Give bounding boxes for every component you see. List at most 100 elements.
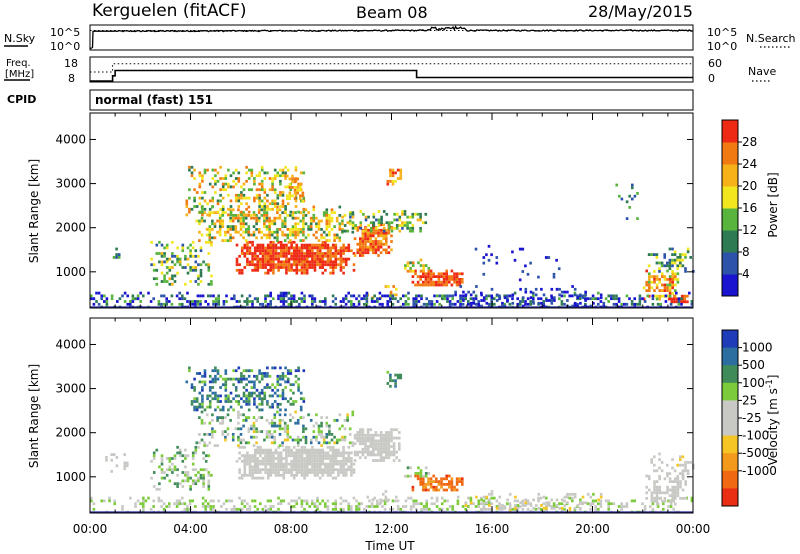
scatter-cell xyxy=(237,208,240,212)
scatter-cell xyxy=(203,191,207,194)
scatter-cell xyxy=(669,502,673,506)
scatter-cell xyxy=(524,300,527,303)
scatter-cell xyxy=(419,283,422,287)
scatter-cell xyxy=(324,502,327,506)
scatter-cell xyxy=(110,453,113,456)
scatter-cell xyxy=(487,294,491,298)
scatter-cell xyxy=(398,215,402,219)
scatter-cell xyxy=(363,294,366,298)
scatter-cell xyxy=(427,283,430,287)
scatter-cell xyxy=(243,505,246,508)
scatter-cell xyxy=(243,459,247,463)
scatter-cell xyxy=(289,228,292,231)
time-tick-label: 20:00 xyxy=(575,522,610,536)
scatter-cell xyxy=(503,294,506,298)
scatter-cell xyxy=(386,300,389,303)
scatter-cell xyxy=(279,451,283,455)
scatter-cell xyxy=(636,302,639,306)
scatter-cell xyxy=(411,264,415,267)
scatter-cell xyxy=(290,465,293,469)
scatter-cell xyxy=(216,444,219,447)
scatter-cell xyxy=(379,242,383,246)
scatter-cell xyxy=(408,226,412,230)
scatter-cell xyxy=(285,445,288,449)
scatter-cell xyxy=(165,302,168,306)
scatter-cell xyxy=(679,258,682,262)
scatter-cell xyxy=(320,228,323,231)
scatter-cell xyxy=(666,491,669,495)
scatter-cell xyxy=(343,419,347,422)
scatter-cell xyxy=(401,212,404,216)
scatter-cell xyxy=(316,457,319,460)
scatter-cell xyxy=(645,280,648,284)
scatter-cell xyxy=(683,294,687,298)
scatter-cell xyxy=(485,501,489,505)
scatter-cell xyxy=(337,263,340,267)
scatter-cell xyxy=(382,436,385,440)
scatter-cell xyxy=(247,214,251,217)
scatter-cell xyxy=(292,459,296,463)
scatter-cell xyxy=(201,196,204,200)
scatter-cell xyxy=(255,388,259,392)
scatter-cell xyxy=(411,229,415,233)
scatter-cell xyxy=(260,416,264,419)
scatter-cell xyxy=(328,225,331,228)
scatter-cell xyxy=(173,502,176,506)
scatter-cell xyxy=(253,257,257,261)
scatter-cell xyxy=(399,507,402,511)
scatter-cell xyxy=(279,260,283,264)
scatter-cell xyxy=(194,505,197,508)
scatter-cell xyxy=(276,193,280,197)
scatter-cell xyxy=(307,228,310,231)
scatter-cell xyxy=(660,461,664,464)
scatter-cell xyxy=(201,174,204,178)
scatter-cell xyxy=(424,264,428,267)
scatter-cell xyxy=(163,476,166,480)
scatter-cell xyxy=(155,268,159,272)
scatter-cell xyxy=(369,237,372,241)
scatter-cell xyxy=(342,465,345,469)
scatter-cell xyxy=(287,257,291,261)
scatter-cell xyxy=(184,465,187,469)
scatter-cell xyxy=(278,208,282,212)
scatter-cell xyxy=(292,454,296,458)
scatter-cell xyxy=(302,219,305,223)
scatter-cell xyxy=(158,465,161,469)
scatter-cell xyxy=(429,280,433,284)
scatter-cell xyxy=(289,369,293,373)
scatter-cell xyxy=(289,239,292,242)
scatter-cell xyxy=(339,257,343,261)
scatter-cell xyxy=(482,502,486,506)
scatter-cell xyxy=(300,257,304,261)
scatter-cell xyxy=(389,171,392,175)
scatter-cell xyxy=(255,374,259,378)
scatter-cell xyxy=(351,230,355,234)
scatter-cell xyxy=(294,410,297,414)
scatter-cell xyxy=(278,214,282,217)
scatter-cell xyxy=(194,249,198,253)
scatter-cell xyxy=(490,287,494,291)
scatter-cell xyxy=(383,507,387,511)
scatter-cell xyxy=(203,383,207,387)
scatter-cell xyxy=(239,233,243,237)
scatter-cell xyxy=(645,485,648,489)
scatter-cell xyxy=(333,211,336,214)
scatter-cell xyxy=(550,299,554,302)
scatter-cell xyxy=(427,477,430,481)
scatter-cell xyxy=(181,454,185,458)
scatter-cell xyxy=(221,421,225,425)
scatter-cell xyxy=(495,506,499,510)
scatter-cell xyxy=(343,435,347,439)
scatter-cell xyxy=(218,216,222,220)
scatter-cell xyxy=(393,212,396,216)
scatter-cell xyxy=(191,240,195,244)
scatter-cell xyxy=(359,237,362,241)
scatter-cell xyxy=(419,469,423,472)
scatter-cell xyxy=(247,380,251,384)
scatter-cell xyxy=(363,297,366,301)
scatter-cell xyxy=(260,236,264,240)
scatter-cell xyxy=(399,177,403,180)
scatter-cell xyxy=(453,280,456,284)
scatter-cell xyxy=(681,469,685,473)
